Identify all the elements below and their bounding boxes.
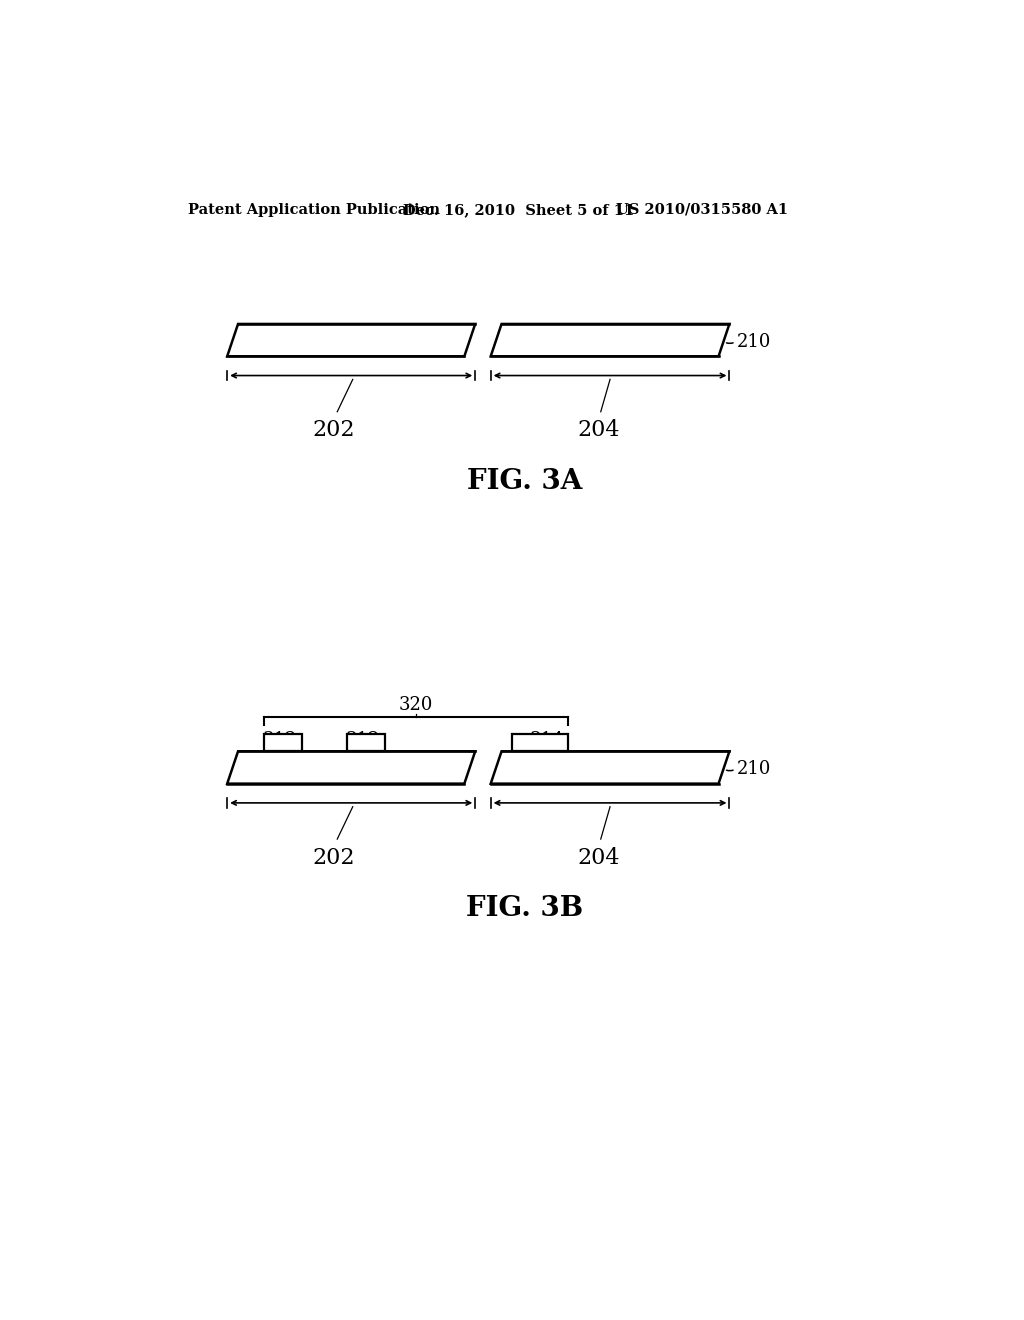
Bar	[264, 734, 302, 751]
Text: 314: 314	[529, 731, 563, 750]
Text: 320: 320	[399, 696, 433, 714]
Text: 204: 204	[578, 420, 620, 441]
Text: 312: 312	[346, 731, 380, 750]
Polygon shape	[227, 323, 475, 356]
Text: 210: 210	[737, 760, 771, 777]
Polygon shape	[490, 751, 729, 784]
Text: Dec. 16, 2010  Sheet 5 of 11: Dec. 16, 2010 Sheet 5 of 11	[403, 203, 635, 216]
Text: FIG. 3B: FIG. 3B	[466, 895, 584, 923]
Bar	[347, 734, 385, 751]
Text: Patent Application Publication: Patent Application Publication	[188, 203, 440, 216]
Polygon shape	[490, 323, 729, 356]
Text: 312: 312	[263, 731, 297, 750]
Text: FIG. 3A: FIG. 3A	[467, 469, 583, 495]
Text: US 2010/0315580 A1: US 2010/0315580 A1	[616, 203, 788, 216]
Text: 204: 204	[578, 847, 620, 869]
Text: 202: 202	[313, 847, 355, 869]
Bar	[512, 734, 568, 751]
Text: 210: 210	[737, 333, 771, 351]
Polygon shape	[227, 751, 475, 784]
Text: 202: 202	[313, 420, 355, 441]
